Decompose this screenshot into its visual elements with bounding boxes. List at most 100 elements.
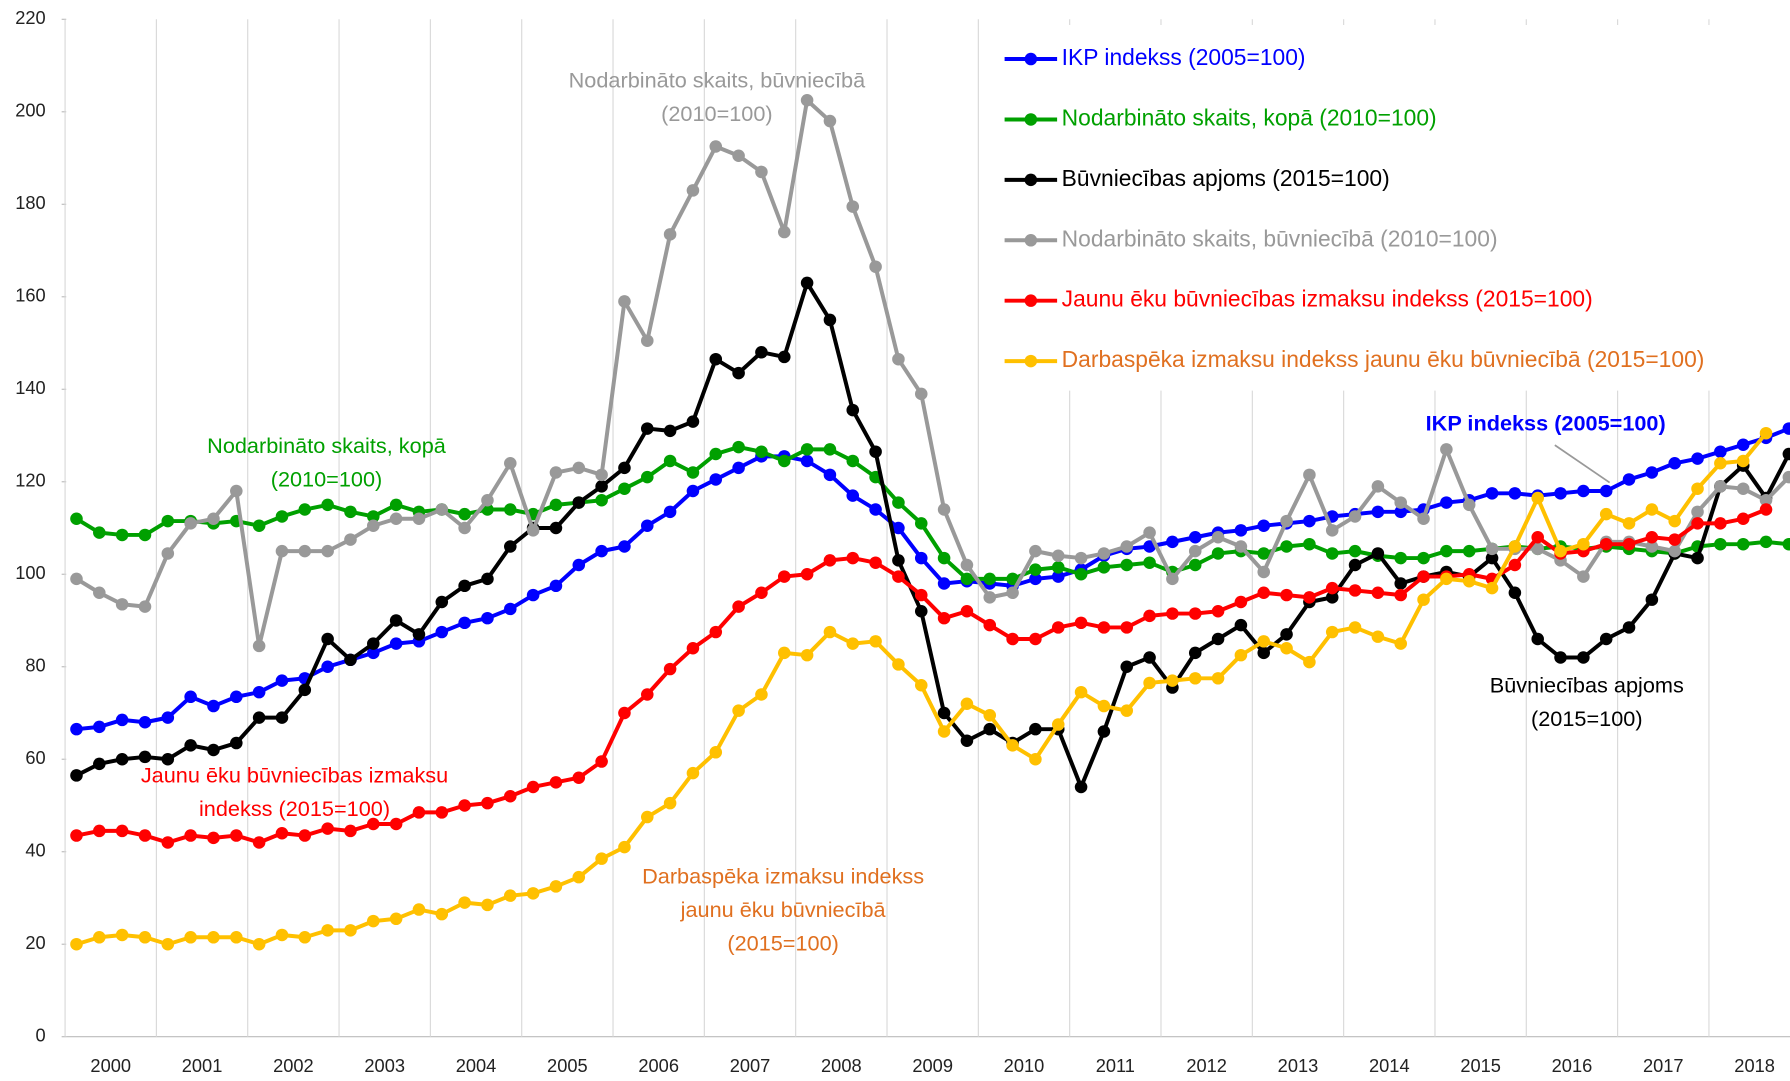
data-point [709, 447, 723, 461]
data-point [1303, 591, 1316, 604]
data-point [1120, 540, 1134, 553]
data-point [1257, 635, 1271, 648]
data-point [1074, 685, 1088, 699]
data-point [161, 514, 175, 528]
data-point [1782, 447, 1790, 461]
data-point [755, 688, 768, 701]
data-point [937, 611, 951, 625]
data-point [1211, 547, 1225, 560]
data-point [504, 602, 517, 616]
data-point [367, 637, 380, 650]
data-point [1394, 505, 1407, 519]
annotation: (2010=100) [271, 467, 383, 492]
data-point [1074, 551, 1088, 565]
data-point [389, 498, 403, 512]
data-point [914, 551, 928, 565]
data-point [1736, 537, 1750, 551]
data-point [1097, 699, 1111, 713]
data-point [823, 443, 837, 456]
data-point [1097, 547, 1111, 560]
data-point [367, 646, 380, 660]
data-point [207, 743, 220, 757]
data-point [252, 937, 266, 951]
data-point [572, 771, 586, 784]
data-point [732, 461, 745, 475]
x-tick-label: 2002 [273, 1056, 314, 1076]
data-point [504, 457, 517, 470]
data-point [1462, 544, 1476, 558]
data-point [1645, 540, 1659, 553]
data-point [937, 706, 951, 720]
legend-label: Jaunu ēku būvniecības izmaksu indekss (2… [1062, 286, 1593, 312]
data-point [869, 503, 882, 516]
legend-label: Darbaspēka izmaksu indekss jaunu ēku būv… [1062, 346, 1705, 372]
data-point [275, 674, 289, 687]
data-point [1440, 496, 1453, 509]
data-point [1074, 568, 1088, 581]
data-point [823, 468, 837, 482]
series-line [75, 280, 1790, 789]
data-point [389, 637, 403, 650]
data-point [1782, 537, 1790, 551]
data-point [1599, 507, 1613, 521]
data-point [138, 600, 152, 613]
data-point [1234, 648, 1248, 662]
data-point [1759, 426, 1773, 440]
y-tick-label: 220 [15, 8, 45, 28]
data-point [846, 551, 860, 565]
x-tick-label: 2009 [912, 1056, 953, 1076]
data-point [1234, 618, 1248, 632]
series-line [75, 98, 1790, 648]
x-tick-label: 2006 [638, 1056, 679, 1076]
data-point [549, 776, 563, 789]
data-point [640, 519, 654, 532]
data-point [572, 496, 586, 509]
data-point [892, 521, 905, 535]
data-point [1211, 672, 1225, 685]
data-point [275, 510, 289, 523]
data-point [344, 533, 357, 546]
data-point [1257, 565, 1271, 579]
data-point [184, 931, 197, 944]
data-point [800, 454, 814, 468]
data-point [1394, 551, 1407, 565]
data-point [892, 554, 905, 567]
data-point [1188, 531, 1202, 544]
data-point [1029, 572, 1042, 586]
data-point [1188, 607, 1202, 620]
data-point [1257, 586, 1271, 599]
y-tick-label: 60 [25, 748, 45, 768]
data-point [184, 517, 197, 530]
data-point [70, 512, 83, 526]
data-point [595, 480, 608, 493]
data-point [618, 540, 631, 553]
data-point [983, 709, 997, 722]
data-point [1029, 752, 1042, 766]
data-point [663, 505, 677, 519]
data-point [161, 711, 175, 724]
data-point [1120, 621, 1134, 634]
data-point [1599, 484, 1613, 498]
data-point [869, 445, 882, 458]
data-point [1668, 514, 1681, 528]
data-point [1691, 452, 1704, 465]
data-point [1280, 628, 1293, 641]
y-tick-label: 100 [15, 563, 45, 583]
data-point [321, 498, 334, 512]
data-point [1554, 487, 1567, 500]
x-tick-label: 2018 [1734, 1056, 1775, 1076]
data-point [1394, 588, 1407, 602]
data-point [1143, 651, 1156, 664]
legend-marker [1024, 52, 1038, 66]
data-point [1143, 526, 1156, 539]
data-point [732, 440, 745, 454]
x-tick-label: 2012 [1186, 1056, 1227, 1076]
data-point [1097, 621, 1111, 634]
x-tick-label: 2008 [821, 1056, 862, 1076]
y-tick-label: 160 [15, 286, 45, 306]
data-point [549, 466, 563, 479]
data-point [1531, 542, 1544, 556]
data-point [1736, 438, 1750, 452]
data-point [1143, 556, 1156, 569]
data-point [640, 688, 654, 701]
